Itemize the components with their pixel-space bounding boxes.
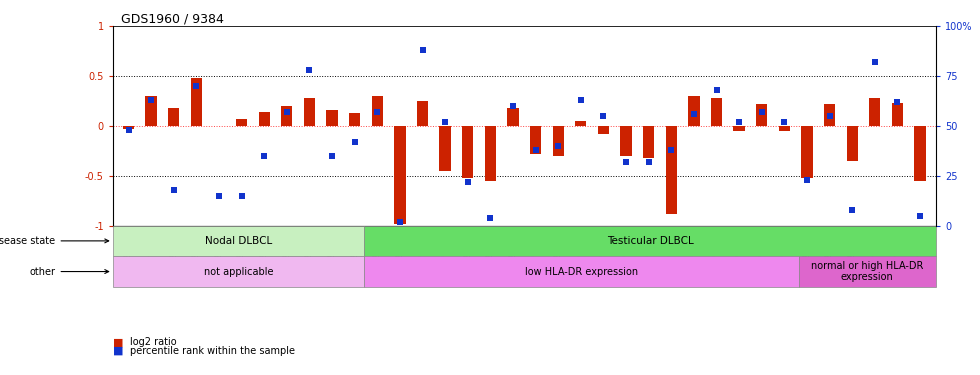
Point — [211, 193, 226, 199]
Bar — [113, 256, 365, 287]
Point — [618, 159, 634, 165]
Bar — [892, 103, 904, 126]
Point — [912, 213, 928, 219]
Bar — [236, 119, 247, 126]
Point — [505, 103, 520, 109]
Bar — [757, 104, 767, 126]
Text: ■: ■ — [113, 346, 123, 355]
Point — [460, 179, 475, 185]
Bar — [869, 98, 880, 126]
Bar — [643, 126, 655, 158]
Bar — [802, 126, 812, 178]
Point — [143, 97, 159, 103]
Point — [709, 87, 724, 93]
Point — [867, 59, 883, 65]
Point — [890, 99, 906, 105]
Point — [415, 47, 430, 53]
Bar — [113, 225, 365, 256]
Bar — [799, 256, 936, 287]
Bar — [365, 225, 936, 256]
Text: other: other — [29, 267, 109, 276]
Point — [121, 127, 136, 133]
Text: log2 ratio: log2 ratio — [130, 338, 177, 347]
Bar — [779, 126, 790, 131]
Point — [166, 187, 181, 193]
Point — [257, 153, 272, 159]
Point — [482, 214, 498, 220]
Bar — [508, 108, 518, 126]
Bar — [530, 126, 541, 154]
Text: percentile rank within the sample: percentile rank within the sample — [130, 346, 295, 355]
Point — [347, 139, 363, 145]
Point — [799, 177, 814, 183]
Bar — [688, 96, 700, 126]
Point — [369, 109, 385, 115]
Bar — [371, 96, 383, 126]
Bar — [281, 106, 292, 126]
Text: low HLA-DR expression: low HLA-DR expression — [525, 267, 638, 276]
Bar — [914, 126, 926, 181]
Point — [573, 97, 589, 103]
Text: not applicable: not applicable — [204, 267, 273, 276]
Point — [822, 113, 838, 119]
Point — [324, 153, 340, 159]
Text: Testicular DLBCL: Testicular DLBCL — [607, 236, 694, 246]
Point — [641, 159, 657, 165]
Bar — [439, 126, 451, 171]
Bar — [598, 126, 610, 134]
Bar — [349, 113, 361, 126]
Point — [776, 119, 792, 125]
Bar — [394, 126, 406, 224]
Point — [754, 109, 769, 115]
Text: ■: ■ — [113, 338, 123, 347]
Point — [663, 147, 679, 153]
Point — [686, 111, 702, 117]
Bar — [553, 126, 563, 156]
Bar — [620, 126, 632, 156]
Bar — [416, 101, 428, 126]
Point — [596, 113, 612, 119]
Bar — [145, 96, 157, 126]
Text: disease state: disease state — [0, 236, 109, 246]
Point — [551, 143, 566, 149]
Bar — [365, 256, 799, 287]
Bar — [733, 126, 745, 131]
Text: Nodal DLBCL: Nodal DLBCL — [205, 236, 272, 246]
Bar — [847, 126, 858, 161]
Bar — [463, 126, 473, 178]
Point — [845, 207, 860, 213]
Bar — [575, 121, 586, 126]
Bar — [169, 108, 179, 126]
Bar — [326, 110, 338, 126]
Point — [188, 83, 204, 89]
Point — [392, 219, 408, 225]
Bar — [259, 112, 270, 126]
Bar — [824, 104, 835, 126]
Point — [302, 67, 318, 73]
Point — [234, 193, 250, 199]
Bar — [191, 78, 202, 126]
Text: GDS1960 / 9384: GDS1960 / 9384 — [121, 12, 223, 25]
Bar — [485, 126, 496, 181]
Bar — [665, 126, 677, 214]
Point — [279, 109, 295, 115]
Text: normal or high HLA-DR
expression: normal or high HLA-DR expression — [811, 261, 923, 282]
Point — [528, 147, 544, 153]
Bar — [122, 126, 134, 129]
Bar — [710, 98, 722, 126]
Point — [731, 119, 747, 125]
Point — [437, 119, 453, 125]
Bar — [304, 98, 316, 126]
